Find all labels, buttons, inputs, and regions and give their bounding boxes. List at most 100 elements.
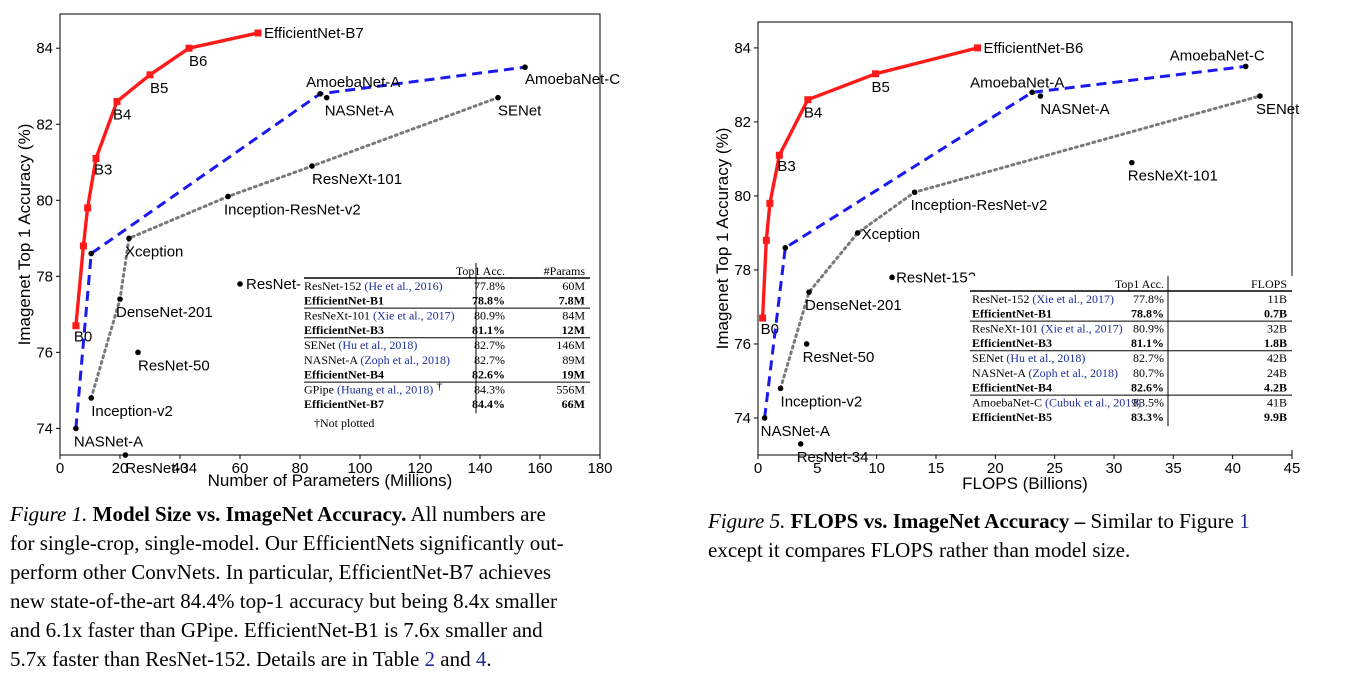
table-header: Top1 Acc. — [1115, 277, 1164, 291]
point-label: ResNet-152 — [896, 269, 976, 286]
table-header: Top1 Acc. — [456, 264, 505, 278]
table-header: #Params — [544, 264, 586, 278]
caption-label: Figure 5. — [708, 509, 786, 533]
data-point — [185, 44, 193, 52]
x-tick-label: 25 — [1046, 460, 1063, 477]
model-name: ResNeXt-101 — [304, 308, 373, 322]
citation-link[interactable]: (Xie et al., 2017) — [1041, 321, 1123, 335]
data-point — [1037, 93, 1044, 99]
data-point — [495, 94, 501, 101]
data-point — [72, 322, 80, 330]
model-name: ResNeXt-101 — [972, 321, 1041, 335]
table-ref-link[interactable]: 4 — [475, 647, 487, 671]
citation-link[interactable]: (Xie et al., 2017) — [1032, 292, 1114, 306]
data-point — [73, 425, 79, 432]
model-name: EfficientNet-B7 — [304, 397, 384, 411]
x-tick-label: 60 — [232, 460, 249, 477]
citation-link[interactable]: (Hu et al., 2018) — [338, 338, 417, 352]
table-cell-value: 4.2B — [1264, 381, 1287, 395]
table-ref-link[interactable]: 2 — [424, 647, 436, 671]
caption-label: Figure 1. — [10, 502, 88, 526]
model-name: EfficientNet-B4 — [972, 381, 1052, 395]
table-footnote: †Not plotted — [314, 416, 374, 430]
citation-link[interactable]: (Zoph et al., 2018) — [1028, 366, 1118, 380]
table-background — [968, 276, 1294, 450]
data-point — [761, 415, 768, 421]
citation-link[interactable]: (Cubuk et al., 2019) — [1045, 395, 1141, 409]
data-point — [1257, 93, 1263, 99]
x-tick-label: 140 — [467, 460, 492, 477]
y-tick-label: 74 — [36, 420, 53, 437]
series-line-manual — [89, 96, 500, 400]
x-tick-label: 20 — [112, 460, 129, 477]
table-cell-acc: 83.5% — [1133, 395, 1164, 409]
point-label: Inception-v2 — [781, 393, 863, 410]
table-cell-acc: 80.7% — [1133, 366, 1164, 380]
table-cell-acc: 82.7% — [1133, 351, 1164, 365]
model-name: EfficientNet-B3 — [972, 336, 1052, 350]
citation-link[interactable]: (Xie et al., 2017) — [373, 308, 455, 322]
data-point — [777, 385, 784, 392]
table-cell-value: 556M — [556, 382, 585, 396]
data-point — [775, 151, 783, 159]
comparison-table: Top1 Acc. FLOPS ResNet-152 (Xie et al., 20… — [968, 276, 1294, 450]
point-label: B3 — [777, 158, 795, 175]
table-cell-value: 7.8M — [559, 294, 585, 308]
point-label: AmoebaNet-A — [970, 74, 1064, 91]
chart-model-size: 0 20 40 60 80 100 120 140 160 180 74 76 78 80 82 84 Numb… — [15, 13, 620, 490]
x-tick-label: 160 — [527, 460, 552, 477]
y-tick-label: 74 — [734, 410, 751, 427]
data-point — [1242, 63, 1249, 70]
table-cell-model: SENet (Hu et al., 2018) — [304, 338, 417, 352]
data-point — [135, 349, 141, 356]
figure-ref-link[interactable]: 1 — [1239, 509, 1250, 533]
y-tick-label: 76 — [36, 344, 53, 361]
model-name: SENet — [304, 338, 338, 352]
point-label: B0 — [74, 329, 92, 346]
caption-title: FLOPS vs. ImageNet Accuracy – — [790, 509, 1086, 533]
table-cell-model: EfficientNet-B4 — [304, 368, 384, 382]
data-point — [911, 189, 918, 196]
point-label: NASNet-A — [1040, 101, 1109, 118]
model-name: AmoebaNet-C — [972, 395, 1045, 409]
table-cell-value: 11B — [1267, 292, 1287, 306]
data-point — [323, 94, 330, 101]
citation-link[interactable]: (He et al., 2016) — [364, 279, 442, 293]
citation-link[interactable]: (Zoph et al., 2018) — [360, 353, 450, 367]
citation-link[interactable]: (Hu et al., 2018) — [1006, 351, 1085, 365]
point-label: Inception-ResNet-v2 — [224, 201, 361, 218]
data-point — [88, 395, 94, 401]
data-point — [804, 96, 812, 104]
table-cell-model: EfficientNet-B3 — [304, 323, 384, 337]
data-point — [254, 29, 262, 37]
y-tick-label: 84 — [36, 40, 53, 57]
y-axis-title: Imagenet Top 1 Accuracy (%) — [15, 124, 34, 346]
caption-text: 5.7x faster than ResNet-152. Details are… — [10, 647, 425, 671]
table-cell-model: EfficientNet-B5 — [972, 410, 1052, 424]
table-cell-model: ResNeXt-101 (Xie et al., 2017) — [304, 308, 455, 322]
citation-link[interactable]: (Huang et al., 2018) — [337, 382, 433, 396]
x-tick-label: 40 — [1224, 460, 1241, 477]
data-point — [803, 341, 810, 347]
series-line-nas — [763, 64, 1246, 419]
caption-title: Model Size vs. ImageNet Accuracy. — [92, 502, 407, 526]
model-name: EfficientNet-B5 — [972, 410, 1052, 424]
data-point — [1029, 89, 1035, 96]
data-point — [797, 441, 804, 447]
y-tick-label: 78 — [734, 262, 751, 279]
table-cell-model: NASNet-A (Zoph et al., 2018) — [304, 353, 450, 367]
table-cell-value: 41B — [1267, 395, 1287, 409]
data-point — [766, 199, 774, 207]
data-point — [317, 91, 323, 97]
x-tick-label: 35 — [1165, 460, 1182, 477]
table-cell-value: 60M — [562, 279, 585, 293]
data-point — [759, 314, 767, 322]
point-label: AmoebaNet-C — [525, 71, 620, 88]
point-label: ResNet-50 — [803, 349, 875, 366]
table-cell-value: 1.8B — [1264, 336, 1287, 350]
table-cell-acc: 84.4% — [472, 397, 505, 411]
table-cell-model: EfficientNet-B1 — [304, 294, 384, 308]
y-tick-label: 80 — [36, 192, 53, 209]
x-tick-label: 100 — [347, 460, 372, 477]
table-cell-model: AmoebaNet-C (Cubuk et al., 2019) — [972, 395, 1141, 409]
